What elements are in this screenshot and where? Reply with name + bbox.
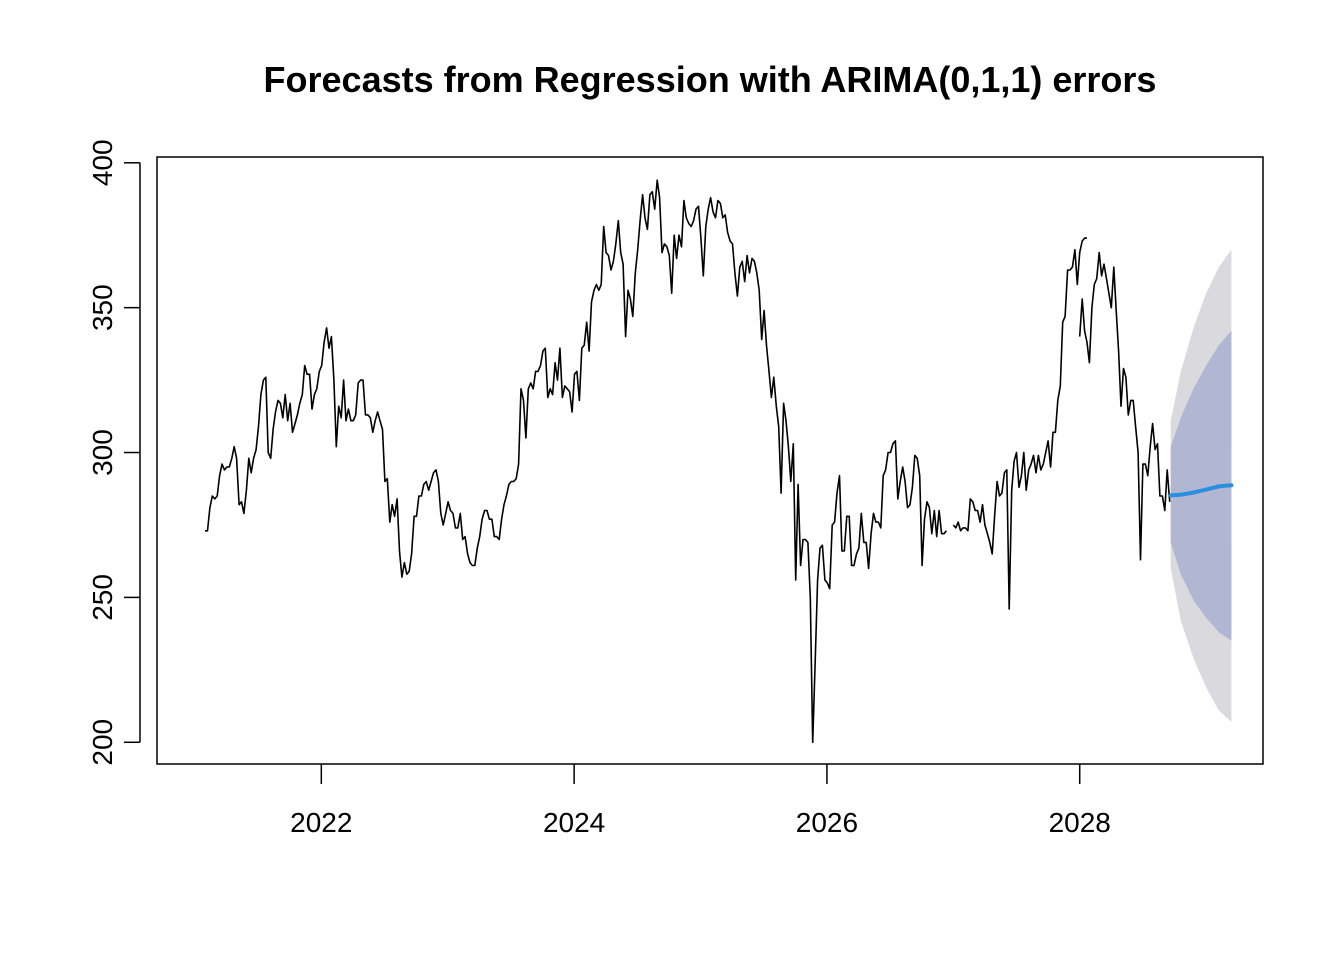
- x-axis: 2022 2024 2026 2028: [290, 764, 1111, 838]
- plot-area-border: [156, 156, 1264, 765]
- history-line-segment: [952, 237, 1087, 610]
- y-tick-label: 200: [87, 719, 118, 766]
- pi80-band: [1170, 330, 1232, 641]
- y-tick-label: 300: [87, 429, 118, 476]
- history-series: [205, 179, 1171, 744]
- y-tick-label: 250: [87, 574, 118, 621]
- forecast-mean-line: [1168, 483, 1234, 498]
- history-line-segment: [1078, 251, 1171, 561]
- x-tick-label: 2022: [290, 807, 352, 838]
- y-axis: 200 250 300 350 400: [87, 139, 141, 766]
- history-line-segment: [205, 179, 948, 744]
- y-tick-label: 350: [87, 284, 118, 331]
- prediction-intervals: [1170, 249, 1232, 722]
- x-tick-label: 2028: [1049, 807, 1111, 838]
- forecast-series: [1168, 483, 1234, 498]
- chart-title: Forecasts from Regression with ARIMA(0,1…: [264, 59, 1157, 100]
- x-tick-label: 2024: [543, 807, 605, 838]
- y-tick-label: 400: [87, 139, 118, 186]
- x-tick-label: 2026: [796, 807, 858, 838]
